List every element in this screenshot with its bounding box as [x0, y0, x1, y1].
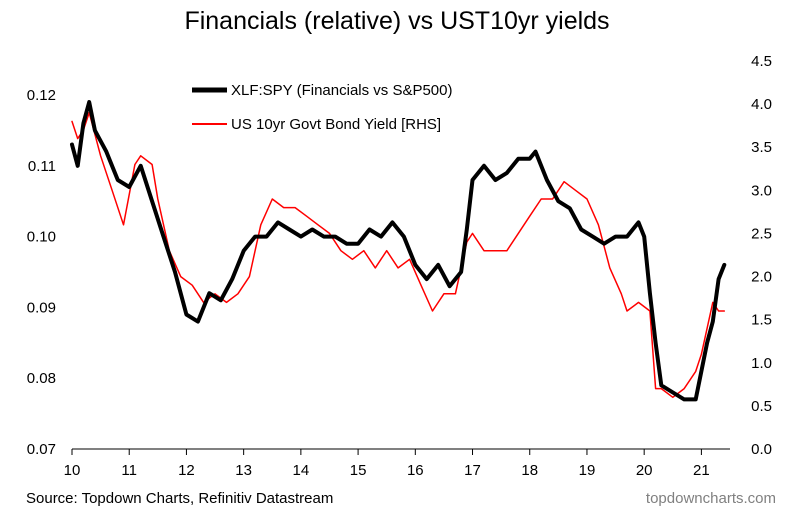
- legend-label-xlf: XLF:SPY (Financials vs S&P500): [231, 82, 452, 99]
- y-left-axis-ticks: 0.07 0.08 0.09 0.10 0.11 0.12: [27, 87, 56, 458]
- y-right-tick-label: 4.0: [751, 96, 772, 113]
- legend: XLF:SPY (Financials vs S&P500) US 10yr G…: [192, 82, 452, 133]
- series-layer: [70, 100, 727, 402]
- y-left-tick-label: 0.07: [27, 441, 56, 458]
- x-tick-label: 16: [407, 462, 424, 479]
- y-right-tick-label: 1.0: [751, 355, 772, 372]
- chart-title: Financials (relative) vs UST10yr yields: [184, 7, 609, 35]
- brand-watermark: topdowncharts.com: [646, 490, 776, 507]
- x-tick-label: 13: [235, 462, 252, 479]
- x-axis-ticks: 10 11 12 13 14 15 16 17 18 19 20 21: [64, 449, 710, 479]
- x-tick-label: 14: [293, 462, 310, 479]
- y-left-tick-label: 0.12: [27, 87, 56, 104]
- series-line-xlf-spy: [70, 100, 727, 402]
- y-left-tick-label: 0.08: [27, 370, 56, 387]
- y-left-tick-label: 0.11: [28, 158, 56, 175]
- y-left-tick-label: 0.10: [27, 229, 56, 246]
- x-tick-label: 10: [64, 462, 81, 479]
- y-right-tick-label: 0.0: [751, 441, 772, 458]
- y-right-tick-label: 4.5: [751, 53, 772, 70]
- x-tick-label: 12: [178, 462, 195, 479]
- x-tick-label: 17: [464, 462, 481, 479]
- source-note: Source: Topdown Charts, Refinitiv Datast…: [26, 490, 333, 507]
- legend-label-ust: US 10yr Govt Bond Yield [RHS]: [231, 116, 441, 133]
- x-tick-label: 20: [636, 462, 653, 479]
- y-left-tick-label: 0.09: [27, 299, 56, 316]
- series-line-us10yr: [71, 111, 726, 399]
- y-right-tick-label: 1.5: [751, 312, 772, 329]
- x-tick-label: 18: [521, 462, 538, 479]
- plot-area: 10 11 12 13 14 15 16 17 18 19 20 21 0.07 0.08 0.09 0.1…: [27, 53, 772, 479]
- x-tick-label: 21: [693, 462, 710, 479]
- y-right-tick-label: 2.5: [751, 225, 772, 242]
- x-tick-label: 15: [350, 462, 367, 479]
- x-tick-label: 19: [579, 462, 596, 479]
- y-right-tick-label: 0.5: [751, 398, 772, 415]
- y-right-axis-ticks: 0.0 0.5 1.0 1.5 2.0 2.5 3.0 3.5 4.0 4.5: [751, 53, 772, 458]
- x-tick-label: 11: [121, 462, 137, 479]
- y-right-tick-label: 2.0: [751, 269, 772, 286]
- y-right-tick-label: 3.0: [751, 182, 772, 199]
- y-right-tick-label: 3.5: [751, 139, 772, 156]
